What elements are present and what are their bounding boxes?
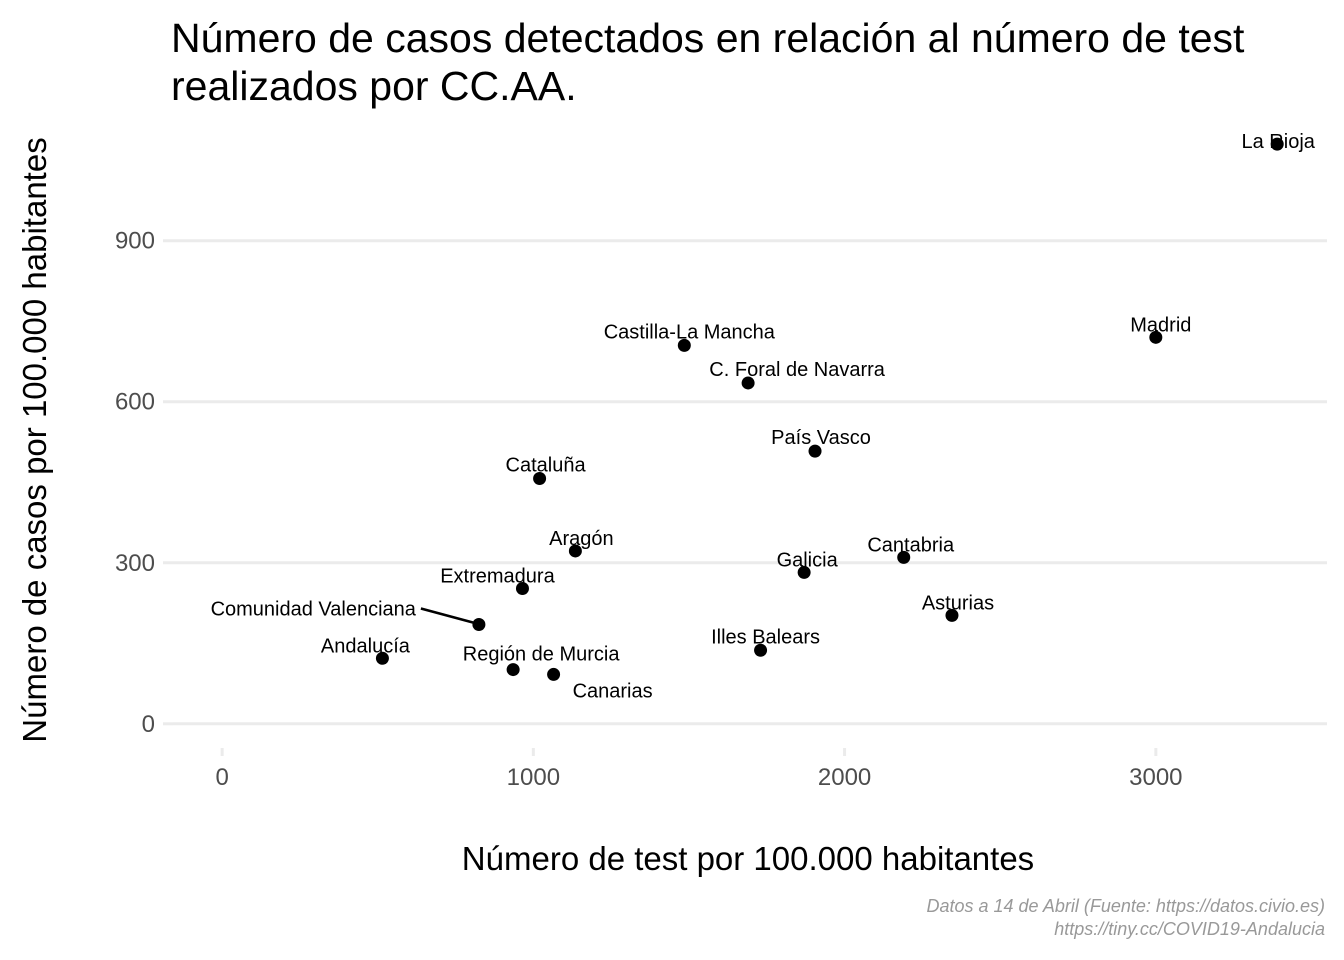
data-point [897, 550, 911, 564]
point-label: Madrid [1130, 314, 1191, 336]
point-label: Andalucía [321, 635, 411, 657]
label-leader-line [420, 607, 474, 624]
data-point [945, 608, 959, 622]
y-tick-label: 900 [115, 228, 155, 255]
point-label: Región de Murcia [463, 644, 621, 666]
point-label: Illes Balears [711, 626, 820, 648]
data-points [375, 137, 1284, 681]
x-axis-ticks: 0 1000 2000 3000 [215, 748, 1183, 791]
point-label: C. Foral de Navarra [709, 359, 885, 381]
point-label: Cataluña [506, 454, 587, 476]
data-point [1149, 330, 1163, 344]
point-label: Aragón [549, 528, 614, 550]
gridlines [173, 239, 1327, 726]
data-point [506, 663, 520, 677]
data-point [754, 643, 768, 657]
x-axis-title: Número de test por 100.000 habitantes [462, 840, 1034, 877]
y-tick-label: 300 [115, 550, 155, 577]
data-point [515, 582, 529, 596]
data-point [808, 444, 822, 458]
point-label: Castilla-La Mancha [604, 321, 776, 343]
y-tick-label: 0 [142, 711, 155, 738]
data-point [568, 544, 582, 558]
caption-link: https://tiny.cc/COVID19-Andalucia [1054, 919, 1325, 939]
point-label: La Rioja [1242, 131, 1316, 153]
chart-title-line-1: Número de casos detectados en relación a… [171, 15, 1245, 61]
data-point [677, 338, 691, 352]
point-labels: La Rioja Madrid Castilla-La Mancha C. Foral… [211, 131, 1316, 702]
caption-source: Datos a 14 de Abril (Fuente: https://dat… [926, 896, 1325, 916]
data-point [797, 565, 811, 579]
data-point [375, 651, 389, 665]
x-tick-label: 1000 [507, 764, 560, 791]
x-tick-label: 3000 [1129, 764, 1182, 791]
x-tick-label: 2000 [818, 764, 871, 791]
point-label: Canarias [573, 680, 653, 702]
data-point [533, 471, 547, 485]
data-point [1270, 137, 1284, 151]
data-point [547, 667, 561, 681]
y-axis-title: Número de casos por 100.000 habitantes [16, 137, 53, 742]
data-point [472, 617, 486, 631]
x-tick-label: 0 [215, 764, 228, 791]
point-label: Comunidad Valenciana [211, 598, 417, 620]
point-label: País Vasco [771, 427, 871, 449]
y-tick-label: 600 [115, 389, 155, 416]
point-label: Cantabria [867, 534, 955, 556]
point-label: Galicia [777, 549, 839, 571]
data-point [741, 376, 755, 390]
y-axis-ticks: 0 300 600 900 [115, 228, 173, 738]
point-label: Extremadura [440, 566, 555, 588]
chart-title-line-2: realizados por CC.AA. [171, 63, 577, 109]
point-label: Asturias [922, 592, 994, 614]
label-leader-lines [420, 607, 474, 624]
